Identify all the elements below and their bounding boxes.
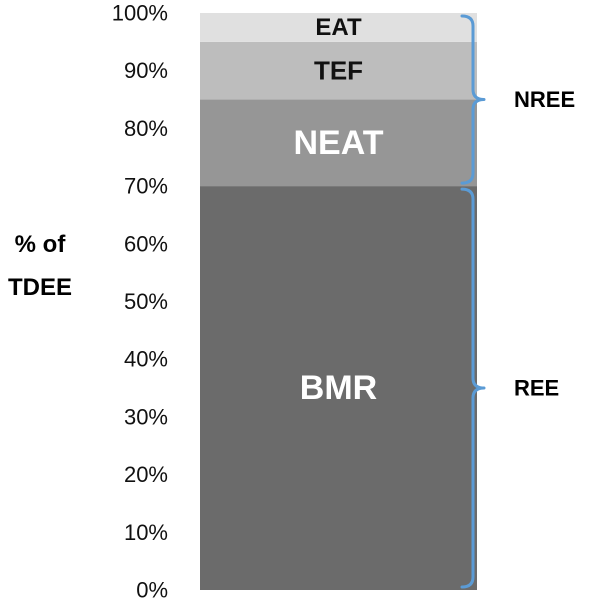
segment-label-neat: NEAT bbox=[293, 124, 383, 162]
bar-segment-bmr bbox=[200, 186, 477, 590]
y-tick-label: 0% bbox=[136, 578, 168, 603]
y-tick-label: 70% bbox=[124, 174, 168, 199]
y-tick-label: 100% bbox=[112, 1, 168, 26]
segment-label-bmr: BMR bbox=[300, 369, 377, 407]
braces-layer: REE NREE bbox=[460, 14, 575, 589]
bar-segment-tef bbox=[200, 41, 477, 100]
y-tick-label: 30% bbox=[124, 404, 168, 429]
y-tick-label: 90% bbox=[124, 58, 168, 83]
bar-segment-neat bbox=[200, 99, 477, 187]
segment-label-tef: TEF bbox=[314, 56, 363, 86]
brace-label-nree: NREE bbox=[514, 87, 575, 112]
y-tick-label: 20% bbox=[124, 462, 168, 487]
y-tick-label: 60% bbox=[124, 231, 168, 256]
bar-segment-eat bbox=[200, 13, 477, 42]
y-tick-label: 50% bbox=[124, 289, 168, 314]
y-axis-label-line-1: % of bbox=[15, 231, 67, 258]
bars-layer: BMR NEAT TEF EAT bbox=[200, 13, 477, 590]
brace-ree bbox=[460, 187, 486, 589]
segment-label-eat: EAT bbox=[315, 14, 362, 41]
ticks-layer: 0% 10% 20% 30% 40% 50% 60% 70% 80% 90% 100% bbox=[112, 1, 168, 603]
y-tick-label: 10% bbox=[124, 520, 168, 545]
y-axis-label-line-2: TDEE bbox=[8, 274, 72, 301]
y-tick-label: 40% bbox=[124, 347, 168, 372]
brace-nree bbox=[460, 14, 486, 185]
brace-label-ree: REE bbox=[514, 376, 559, 401]
y-tick-label: 80% bbox=[124, 116, 168, 141]
